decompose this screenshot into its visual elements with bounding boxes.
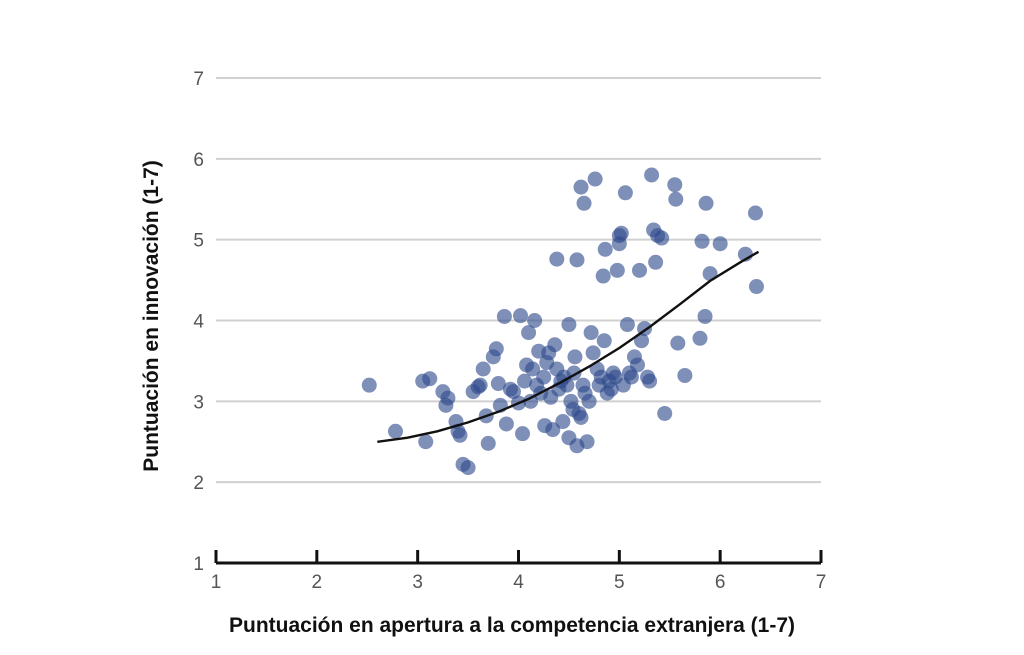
data-point bbox=[667, 177, 683, 193]
data-point bbox=[547, 337, 563, 353]
data-point bbox=[579, 434, 595, 450]
data-point bbox=[585, 345, 601, 361]
y-tick-label: 6 bbox=[193, 150, 204, 171]
data-point bbox=[573, 179, 589, 195]
data-point bbox=[677, 367, 693, 383]
data-point bbox=[523, 393, 539, 409]
data-point bbox=[632, 262, 647, 278]
data-point bbox=[603, 381, 619, 397]
x-tick-label: 2 bbox=[312, 572, 323, 593]
x-tick-label: 6 bbox=[715, 572, 726, 593]
data-point bbox=[581, 393, 597, 409]
data-point bbox=[490, 376, 506, 392]
data-point bbox=[654, 230, 670, 246]
data-point bbox=[472, 377, 488, 393]
x-tick-label: 5 bbox=[614, 572, 625, 593]
data-point bbox=[567, 349, 583, 365]
data-point bbox=[361, 377, 377, 393]
x-axis bbox=[214, 550, 823, 565]
data-point bbox=[569, 252, 585, 268]
data-point bbox=[422, 371, 438, 387]
data-point bbox=[692, 330, 708, 346]
data-point bbox=[513, 308, 529, 324]
x-tick-label: 4 bbox=[513, 572, 524, 593]
data-point bbox=[712, 236, 728, 252]
x-axis-label: Puntuación en apertura a la competencia … bbox=[229, 614, 795, 637]
data-point bbox=[475, 361, 491, 377]
data-point bbox=[583, 325, 599, 341]
data-point bbox=[480, 435, 496, 451]
data-point bbox=[576, 195, 592, 211]
data-point bbox=[527, 313, 543, 328]
data-point bbox=[609, 262, 625, 278]
data-point bbox=[435, 384, 451, 400]
data-point bbox=[460, 460, 476, 476]
data-point bbox=[657, 405, 673, 421]
data-point bbox=[617, 185, 633, 201]
data-point bbox=[613, 225, 629, 241]
x-tick-labels: 1 2 3 4 5 6 7 bbox=[211, 572, 827, 593]
data-point bbox=[747, 205, 763, 221]
y-tick-label: 5 bbox=[193, 231, 204, 252]
y-tick-label: 3 bbox=[193, 392, 204, 413]
data-point bbox=[573, 410, 589, 425]
data-point bbox=[555, 414, 571, 430]
data-point bbox=[525, 361, 541, 377]
data-point bbox=[549, 251, 565, 267]
data-point bbox=[488, 341, 504, 357]
trend-line bbox=[377, 250, 760, 443]
data-point bbox=[596, 333, 612, 349]
data-point bbox=[496, 308, 512, 324]
data-point bbox=[642, 373, 658, 389]
y-tick-label: 4 bbox=[193, 312, 204, 333]
data-point bbox=[697, 308, 713, 324]
data-point bbox=[387, 423, 403, 439]
data-point bbox=[698, 195, 714, 211]
y-tick-label: 2 bbox=[193, 473, 204, 494]
data-point bbox=[498, 416, 514, 432]
y-tick-label: 1 bbox=[193, 554, 204, 575]
data-point bbox=[629, 357, 645, 373]
data-point bbox=[536, 369, 552, 385]
data-point bbox=[670, 335, 686, 351]
data-point bbox=[623, 369, 639, 385]
data-point bbox=[619, 317, 635, 333]
gridlines bbox=[216, 77, 821, 484]
x-tick-label: 3 bbox=[412, 572, 423, 593]
data-point bbox=[452, 427, 468, 443]
x-tick-label: 1 bbox=[211, 572, 222, 593]
data-point bbox=[595, 268, 611, 284]
data-point bbox=[694, 233, 710, 249]
data-point bbox=[418, 434, 434, 450]
data-point bbox=[634, 333, 650, 349]
x-tick-label: 7 bbox=[816, 572, 827, 593]
data-point bbox=[505, 384, 521, 400]
data-point bbox=[587, 171, 603, 187]
data-points bbox=[361, 167, 764, 476]
data-point bbox=[515, 426, 531, 442]
data-point bbox=[561, 317, 577, 333]
data-point bbox=[545, 422, 561, 438]
data-point bbox=[597, 241, 613, 257]
y-tick-labels: 1 2 3 4 5 6 7 bbox=[193, 69, 204, 575]
data-point bbox=[517, 373, 533, 389]
data-point bbox=[644, 167, 660, 183]
data-point bbox=[668, 191, 684, 207]
data-point bbox=[521, 325, 537, 341]
y-tick-label: 7 bbox=[193, 69, 204, 90]
y-axis-label: Puntuación en innovación (1-7) bbox=[140, 160, 163, 472]
data-point bbox=[648, 254, 664, 270]
data-point bbox=[748, 279, 764, 295]
